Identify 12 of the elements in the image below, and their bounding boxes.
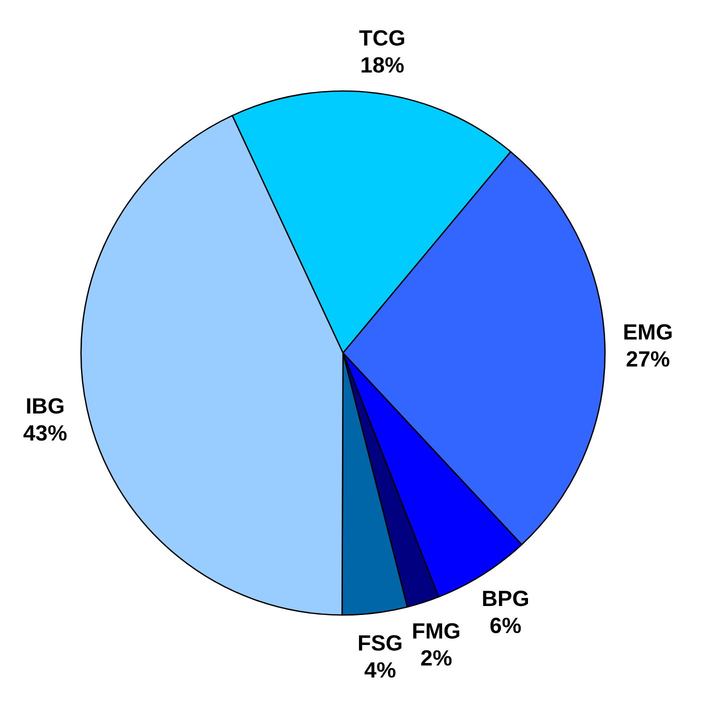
- slice-label: IBG: [26, 393, 65, 418]
- data-label: 4%: [364, 658, 396, 683]
- data-label: 2%: [420, 645, 452, 670]
- data-label: 43%: [23, 420, 68, 446]
- slice-label: BPG: [482, 586, 530, 612]
- slice-label: EMG: [622, 319, 673, 344]
- data-label: 27%: [626, 346, 670, 372]
- data-label: 18%: [360, 52, 404, 78]
- data-label: 6%: [490, 613, 522, 638]
- slice-label: TCG: [359, 26, 406, 51]
- slice-label: FSG: [358, 630, 403, 656]
- slice-label: FMG: [412, 618, 461, 644]
